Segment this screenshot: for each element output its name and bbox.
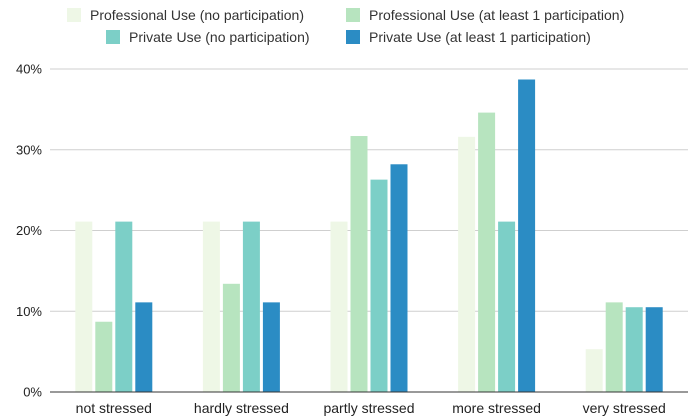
x-tick-label: very stressed bbox=[583, 400, 666, 416]
legend-label: Professional Use (no participation) bbox=[90, 7, 304, 23]
bar bbox=[645, 307, 663, 392]
x-tick-label: hardly stressed bbox=[194, 400, 289, 416]
bar bbox=[222, 283, 240, 392]
legend-swatch bbox=[106, 30, 120, 44]
bar bbox=[242, 221, 260, 392]
bar bbox=[498, 221, 516, 392]
legend-swatch bbox=[346, 30, 360, 44]
legend-swatch bbox=[346, 8, 360, 22]
bar bbox=[625, 307, 643, 392]
y-tick-label: 40% bbox=[16, 62, 42, 77]
bar bbox=[95, 321, 113, 392]
x-tick-label: not stressed bbox=[76, 400, 152, 416]
legend-swatch bbox=[67, 8, 81, 22]
bar bbox=[458, 136, 476, 392]
bar bbox=[330, 221, 348, 392]
bar bbox=[350, 136, 368, 392]
bar bbox=[518, 79, 536, 392]
x-tick-label: more stressed bbox=[452, 400, 541, 416]
legend-label: Private Use (at least 1 participation) bbox=[369, 29, 591, 45]
bar bbox=[75, 221, 93, 392]
legend-label: Private Use (no participation) bbox=[129, 29, 310, 45]
x-tick-label: partly stressed bbox=[323, 400, 414, 416]
bar bbox=[478, 112, 496, 392]
legend-label: Professional Use (at least 1 participati… bbox=[369, 7, 624, 23]
bar bbox=[605, 302, 623, 392]
bar bbox=[115, 221, 133, 392]
bar bbox=[202, 221, 220, 392]
bar bbox=[585, 349, 603, 392]
y-tick-label: 20% bbox=[16, 223, 42, 238]
bar bbox=[262, 302, 280, 392]
bar bbox=[390, 164, 408, 392]
bar bbox=[135, 302, 153, 392]
y-tick-label: 30% bbox=[16, 142, 42, 157]
bar bbox=[370, 179, 388, 392]
y-tick-label: 0% bbox=[23, 385, 42, 400]
y-tick-label: 10% bbox=[16, 304, 42, 319]
